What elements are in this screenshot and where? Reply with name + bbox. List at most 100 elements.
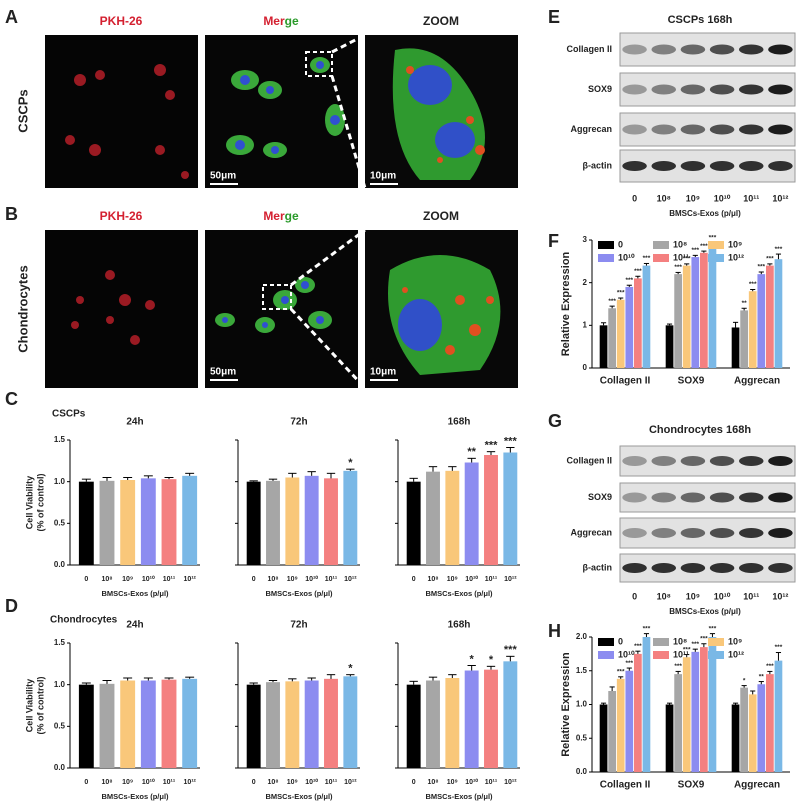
y-tick-label: 2: [583, 278, 588, 287]
bar: [445, 678, 460, 768]
significance: ***: [775, 246, 783, 253]
bar: [246, 481, 261, 565]
y-axis-title: Cell Viability: [24, 679, 34, 732]
bar: [740, 310, 748, 368]
x-tick-label: 10¹²: [504, 779, 517, 786]
x-axis-title: BMSCs-Exos (p/μl): [425, 792, 493, 801]
legend-swatch: [708, 651, 724, 659]
x-tick-label: 10¹⁰: [465, 778, 478, 786]
bar: [599, 325, 608, 368]
bar: [285, 681, 300, 768]
bar: [766, 674, 774, 772]
blot-band: [768, 492, 793, 503]
bar: [691, 651, 700, 772]
x-tick-label: 10¹⁰: [465, 575, 478, 583]
blot-band: [622, 44, 647, 55]
x-tick-label: 10¹⁰: [305, 575, 318, 583]
x-tick-label: 10¹¹: [163, 779, 176, 786]
chart-title: 24h: [126, 620, 143, 631]
y-tick-label: 0: [583, 363, 588, 372]
blot-band: [622, 492, 647, 503]
image: [45, 230, 198, 388]
bar: [766, 265, 774, 368]
bar: [304, 475, 319, 565]
scale-bar: 50μm: [210, 367, 236, 378]
bar: [503, 661, 518, 768]
legend-label: 10⁸: [673, 636, 687, 646]
x-tick-label: 10⁹: [287, 779, 298, 786]
bar: [464, 462, 479, 565]
bar: [665, 325, 674, 368]
legend-swatch: [653, 254, 669, 262]
blot-title: CSCPs 168h: [668, 14, 733, 26]
blot-band: [739, 492, 764, 503]
significance: ***: [709, 625, 717, 632]
blot-band: [680, 161, 706, 171]
scale-bar: 10μm: [370, 367, 396, 378]
blot-strip: [619, 445, 796, 477]
significance: ***: [643, 255, 651, 262]
x-axis-title: BMSCs-Exos (p/μl): [101, 589, 169, 598]
bar: [708, 637, 717, 772]
y-tick-label: 2.0: [576, 632, 588, 641]
blot-band: [768, 124, 793, 135]
x-tick-label: 0: [84, 576, 88, 583]
bar: [182, 475, 198, 565]
bar: [99, 480, 115, 565]
blot-band: [651, 84, 676, 95]
x-tick-label: 10¹²: [183, 576, 196, 583]
dose-label: 0: [632, 193, 637, 203]
x-tick-label: 10⁸: [101, 779, 112, 786]
microscopy-a: [45, 33, 518, 189]
significance: ***: [485, 440, 499, 452]
bar: [682, 657, 691, 772]
blot-band: [680, 528, 706, 538]
bar: [484, 669, 498, 768]
x-tick-label: 10¹¹: [325, 576, 338, 583]
bar: [426, 471, 440, 565]
bar: [634, 278, 642, 368]
blot-row-label: Aggrecan: [570, 527, 612, 537]
bar: [700, 647, 708, 772]
y-tick-label: 1.0: [54, 680, 66, 689]
legend-label: 0: [618, 636, 623, 646]
label: PKH-26: [100, 209, 143, 223]
significance: ***: [634, 268, 642, 275]
bar: [406, 481, 421, 565]
dose-label: 10¹²: [772, 193, 788, 203]
bar: [464, 670, 479, 768]
blot-band: [651, 456, 676, 466]
blot-band: [768, 456, 793, 466]
blot-band: [651, 528, 676, 538]
bar: [484, 455, 498, 565]
legend-label: 10¹²: [728, 649, 744, 659]
group-title: CSCPs: [52, 409, 86, 420]
merge-red: Mer: [263, 14, 285, 28]
blot-band: [709, 563, 735, 573]
blot-band: [768, 528, 793, 538]
bar: [140, 680, 156, 768]
x-tick-label: 10¹²: [344, 576, 357, 583]
x-tick-label: 10¹⁰: [142, 575, 155, 583]
significance: ***: [683, 256, 691, 263]
blot-band: [651, 124, 676, 135]
significance: **: [467, 446, 476, 458]
bar: [246, 684, 261, 768]
blot-band: [739, 456, 764, 466]
group-title: Chondrocytes: [50, 615, 118, 626]
blot-band: [709, 528, 735, 538]
y-tick-label: 1.0: [576, 700, 588, 709]
y-tick-label: 1.0: [54, 477, 66, 486]
bar: [324, 678, 338, 768]
blot-band: [709, 161, 735, 171]
blot-band: [622, 456, 647, 466]
y-axis-title: Relative Expression: [560, 652, 572, 757]
x-tick-label: 10⁸: [427, 576, 438, 583]
legend-swatch: [598, 651, 614, 659]
legend-swatch: [653, 241, 669, 249]
x-tick-label: 0: [84, 779, 88, 786]
scale-bar: 50μm: [210, 171, 236, 182]
x-tick-label: 10⁸: [101, 576, 112, 583]
x-tick-label: 10¹¹: [485, 576, 498, 583]
y-axis-title: Relative Expression: [560, 251, 572, 356]
